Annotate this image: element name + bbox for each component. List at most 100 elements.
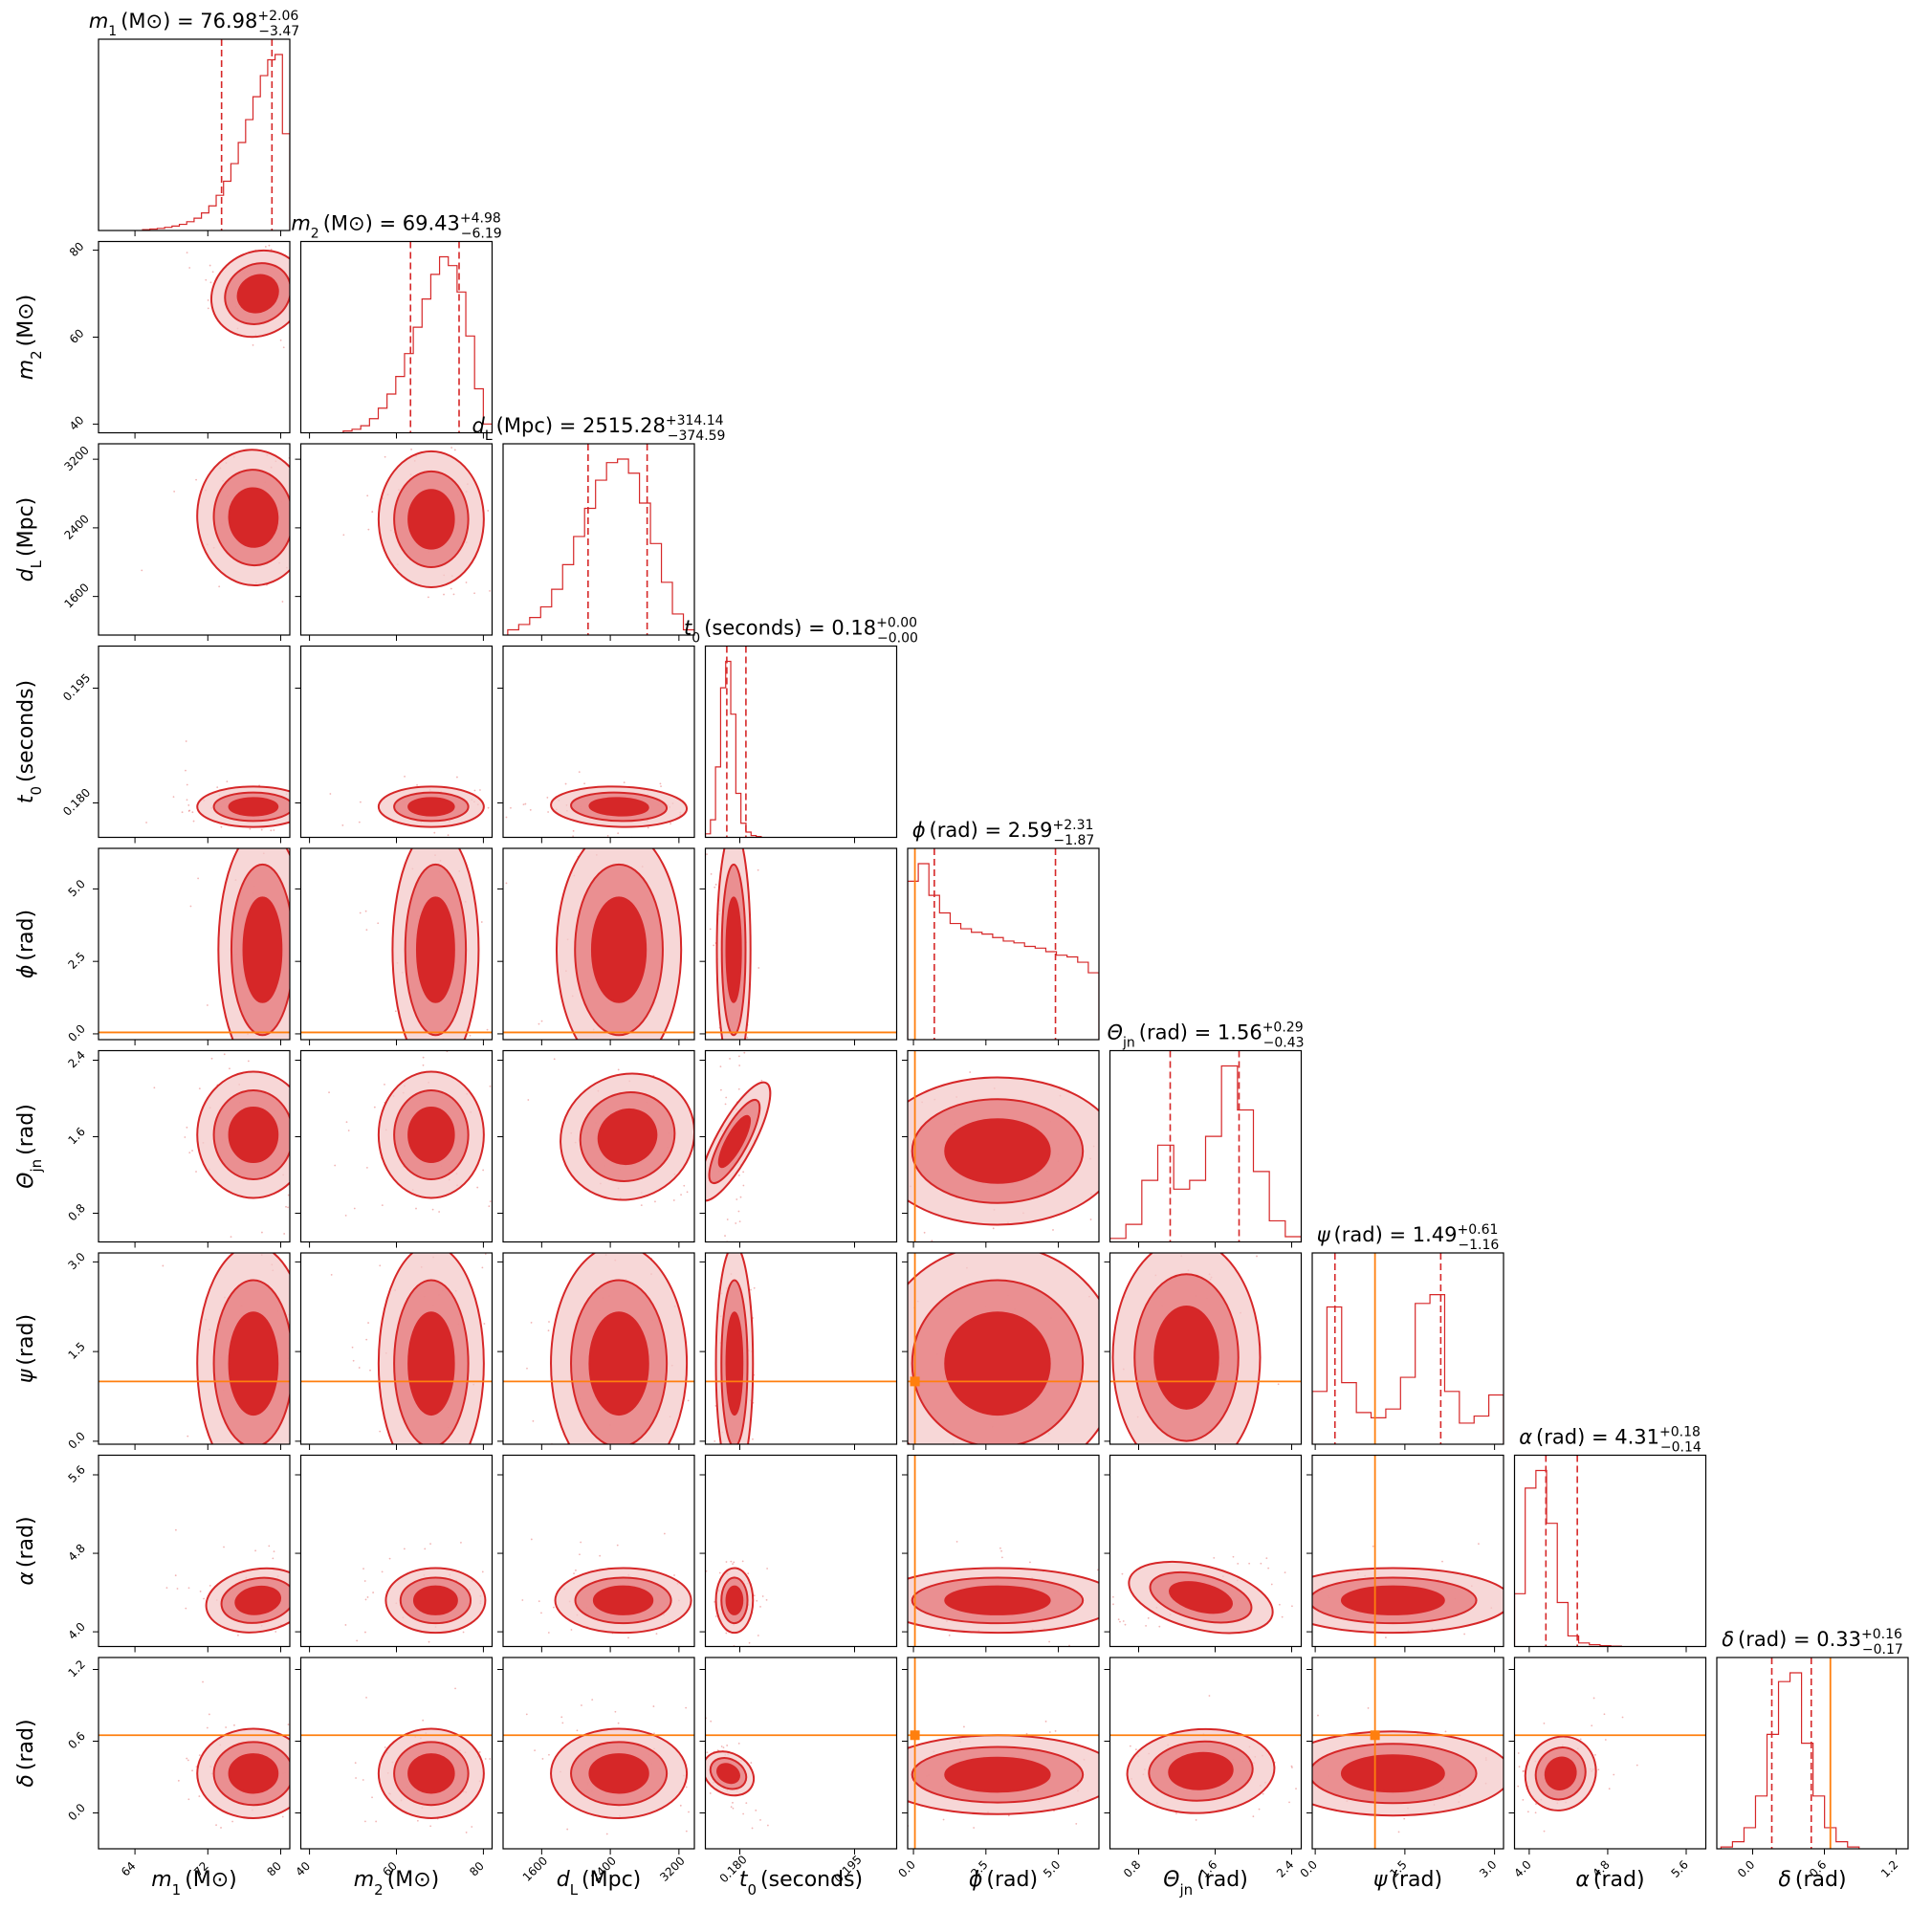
sample-point — [721, 1204, 723, 1206]
sample-point — [416, 783, 418, 786]
sample-point — [1277, 1383, 1280, 1386]
sample-point — [1508, 1817, 1510, 1819]
x-axis-label-dL: dL (Mpc) — [557, 1868, 642, 1899]
sample-point — [898, 1593, 900, 1595]
sample-point — [579, 1553, 581, 1556]
sample-point — [724, 1235, 726, 1237]
sample-point — [198, 1754, 201, 1757]
sample-point — [534, 1749, 536, 1752]
sample-point — [1295, 1788, 1297, 1790]
sample-point — [399, 1462, 401, 1464]
sample-point — [663, 1532, 666, 1535]
sample-point — [863, 1759, 865, 1761]
sample-point — [1621, 1716, 1624, 1719]
sample-point — [977, 1464, 978, 1466]
sample-point — [254, 1549, 256, 1552]
x-tick-label-delta-2: 1.2 — [1878, 1857, 1900, 1879]
sample-point — [291, 805, 293, 807]
sample-point — [220, 825, 223, 828]
sample-point — [456, 776, 458, 779]
sample-point — [181, 811, 184, 814]
sample-point — [719, 1065, 722, 1068]
axes-frame — [299, 240, 494, 434]
contour-level-2 — [228, 1107, 279, 1163]
sample-point — [436, 1458, 438, 1460]
sample-point — [186, 1126, 188, 1129]
sample-point — [189, 905, 192, 908]
sample-point — [1295, 1598, 1297, 1600]
sample-point — [1608, 1788, 1611, 1790]
sample-point — [988, 1449, 990, 1451]
sample-point — [1153, 1181, 1155, 1183]
sample-point — [751, 1827, 754, 1830]
sample-point — [1152, 1161, 1153, 1163]
sample-point — [186, 799, 188, 801]
sample-point — [1111, 1595, 1114, 1598]
sample-point — [1233, 1213, 1235, 1215]
sample-point — [617, 832, 620, 835]
sample-point — [365, 929, 368, 932]
sample-point — [750, 1288, 752, 1291]
sample-point — [186, 252, 188, 253]
sample-point — [737, 1055, 740, 1058]
sample-point — [1015, 1662, 1017, 1664]
sample-point — [314, 1143, 316, 1145]
sample-point — [199, 1591, 202, 1592]
contour-level-2 — [944, 1311, 1051, 1416]
sample-point — [292, 298, 294, 300]
sample-point — [884, 1614, 886, 1616]
panel-t0-psi — [699, 1252, 898, 1450]
sample-point — [497, 1835, 499, 1837]
sample-point — [1279, 1803, 1281, 1805]
sample-point — [757, 868, 759, 871]
x-axis-label-t0: t0 (seconds) — [739, 1868, 863, 1899]
sample-point — [741, 1560, 744, 1563]
sample-point — [421, 838, 423, 840]
sample-point — [1208, 1242, 1210, 1244]
sample-point — [462, 1631, 465, 1634]
axes-frame — [907, 847, 1100, 1041]
sample-point — [510, 806, 512, 809]
axes-frame — [1109, 1657, 1303, 1850]
sample-point — [1145, 1624, 1147, 1627]
sample-point — [198, 1795, 201, 1797]
sample-point — [207, 299, 209, 301]
contour-level-2 — [588, 1311, 649, 1416]
sample-point — [948, 1634, 951, 1636]
sample-point — [247, 1060, 250, 1063]
sample-point — [487, 806, 490, 809]
sample-point — [1124, 1623, 1127, 1626]
sample-point — [685, 1786, 688, 1789]
marginal-title-psi: ψ (rad) = 1.49+0.61 −1.16 — [1317, 1222, 1500, 1253]
sample-point — [732, 1807, 735, 1810]
sample-point — [489, 1085, 492, 1087]
sample-point — [363, 1580, 366, 1582]
sample-point — [287, 1206, 289, 1209]
sample-point — [686, 1191, 689, 1194]
sample-point — [1278, 1603, 1281, 1606]
sample-point — [403, 1548, 406, 1550]
contour-level-2 — [944, 1585, 1051, 1615]
sample-point — [615, 1249, 617, 1251]
sample-point — [210, 1057, 213, 1060]
sample-point — [739, 1196, 742, 1198]
sample-point — [394, 1010, 397, 1013]
sample-point — [177, 1779, 180, 1782]
sample-point — [673, 1574, 675, 1576]
sample-point — [521, 1389, 523, 1391]
sample-point — [429, 1825, 432, 1828]
sample-point — [1052, 1229, 1054, 1231]
y-tick-label-theta_jn-0: 0.8 — [65, 1201, 87, 1223]
sample-point — [388, 1466, 390, 1468]
sample-point — [532, 1419, 535, 1422]
panel-alpha-alpha: α (rad) = 4.31+0.18 −0.14 — [1513, 1425, 1707, 1653]
sample-point — [483, 1153, 485, 1155]
sample-point — [433, 831, 436, 834]
sample-point — [541, 1758, 544, 1760]
sample-point — [188, 1152, 191, 1153]
sample-point — [295, 1786, 296, 1788]
sample-point — [1570, 1608, 1572, 1610]
contour-level-2 — [407, 1107, 455, 1163]
marginal-title-dL: dL (Mpc) = 2515.28+314.14 −374.59 — [472, 413, 726, 444]
sample-point — [302, 1081, 304, 1083]
